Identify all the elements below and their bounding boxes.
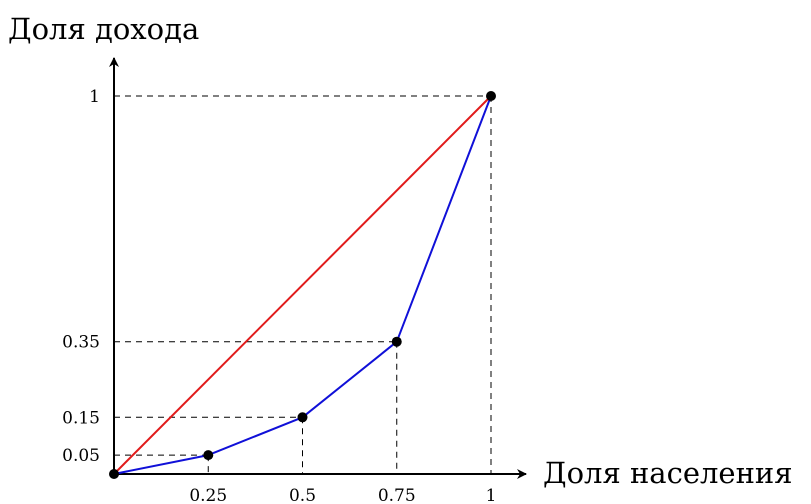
data-point [391,336,402,347]
data-point [203,450,214,461]
data-markers [109,91,496,479]
y-tick-label: 1 [89,87,100,107]
y-tick-label: 0.05 [62,446,100,466]
dashed-guides [114,95,492,474]
data-point [297,412,308,423]
y-tick-label: 0.15 [62,408,100,428]
x-tick-label: 0.25 [189,486,227,504]
x-axis-title: Доля населения [543,456,793,490]
data-point [486,91,496,101]
data-point [109,469,119,479]
y-tick-label: 0.35 [62,333,100,353]
x-tick-label: 0.75 [378,486,416,504]
y-axis-title: Доля дохода [8,12,199,46]
x-tick-label: 0.5 [289,486,316,504]
x-tick-label: 1 [486,486,497,504]
equality-line [113,95,492,475]
tick-labels: 0.25 0.5 0.75 1 0.05 0.15 0.35 1 [62,87,496,504]
